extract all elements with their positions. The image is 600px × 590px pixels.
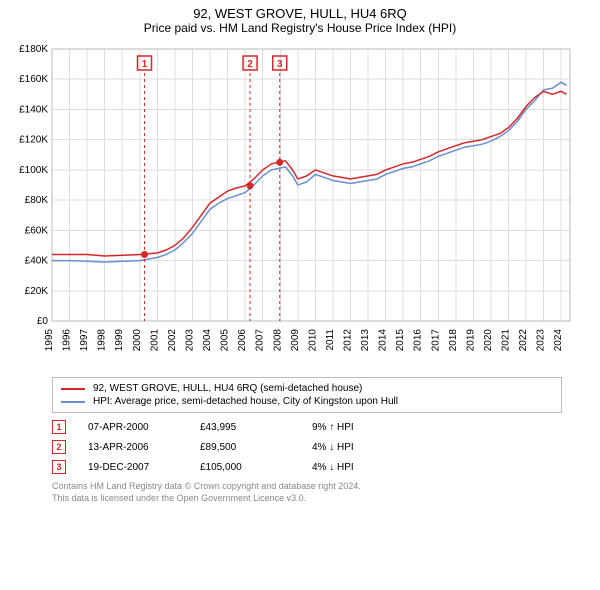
svg-text:1996: 1996 bbox=[62, 329, 73, 352]
svg-text:£120K: £120K bbox=[19, 135, 48, 146]
svg-text:2006: 2006 bbox=[237, 329, 248, 352]
svg-text:2007: 2007 bbox=[255, 329, 266, 352]
event-dot-2 bbox=[247, 182, 254, 189]
event-dot-3 bbox=[276, 159, 283, 166]
event-price: £89,500 bbox=[200, 442, 290, 453]
legend-swatch bbox=[61, 388, 85, 390]
chart-plot: £0 £20K £40K £60K £80K £100K £120K £140K £160K £1… bbox=[10, 41, 590, 371]
event-marker-num-3: 3 bbox=[277, 59, 283, 70]
svg-text:1997: 1997 bbox=[79, 329, 90, 352]
svg-text:2004: 2004 bbox=[202, 329, 213, 352]
event-price: £105,000 bbox=[200, 462, 290, 473]
legend: 92, WEST GROVE, HULL, HU4 6RQ (semi-deta… bbox=[52, 377, 562, 413]
event-delta: 9% ↑ HPI bbox=[312, 422, 354, 433]
event-row-marker: 1 bbox=[52, 420, 66, 434]
svg-text:2022: 2022 bbox=[518, 329, 529, 352]
svg-text:2001: 2001 bbox=[149, 329, 160, 352]
svg-text:2005: 2005 bbox=[220, 329, 231, 352]
event-delta: 4% ↓ HPI bbox=[312, 442, 354, 453]
svg-text:2011: 2011 bbox=[325, 329, 336, 351]
event-row-marker: 2 bbox=[52, 440, 66, 454]
chart-svg: £0 £20K £40K £60K £80K £100K £120K £140K £160K £1… bbox=[10, 41, 590, 371]
svg-text:£80K: £80K bbox=[25, 195, 49, 206]
svg-text:2010: 2010 bbox=[307, 329, 318, 352]
svg-text:2003: 2003 bbox=[184, 329, 195, 352]
svg-text:2013: 2013 bbox=[360, 329, 371, 352]
svg-text:2015: 2015 bbox=[395, 329, 406, 352]
event-marker-num-2: 2 bbox=[247, 59, 253, 70]
legend-swatch bbox=[61, 401, 85, 403]
chart-container: 92, WEST GROVE, HULL, HU4 6RQ Price paid… bbox=[0, 0, 600, 514]
chart-subtitle: Price paid vs. HM Land Registry's House … bbox=[10, 21, 590, 35]
svg-text:£20K: £20K bbox=[25, 286, 49, 297]
footer-attribution: Contains HM Land Registry data © Crown c… bbox=[52, 481, 562, 504]
chart-title: 92, WEST GROVE, HULL, HU4 6RQ bbox=[10, 6, 590, 21]
svg-text:2009: 2009 bbox=[290, 329, 301, 352]
svg-text:1998: 1998 bbox=[97, 329, 108, 352]
svg-text:2021: 2021 bbox=[501, 329, 512, 352]
event-row-3: 3 19-DEC-2007 £105,000 4% ↓ HPI bbox=[52, 457, 562, 477]
svg-text:2016: 2016 bbox=[413, 329, 424, 352]
event-dot-1 bbox=[141, 251, 148, 258]
svg-text:2002: 2002 bbox=[167, 329, 178, 352]
event-delta: 4% ↓ HPI bbox=[312, 462, 354, 473]
event-price: £43,995 bbox=[200, 422, 290, 433]
footer-line-2: This data is licensed under the Open Gov… bbox=[52, 493, 562, 505]
svg-text:2012: 2012 bbox=[343, 329, 354, 352]
svg-text:£0: £0 bbox=[37, 316, 49, 327]
legend-label: HPI: Average price, semi-detached house,… bbox=[93, 396, 398, 407]
event-row-1: 1 07-APR-2000 £43,995 9% ↑ HPI bbox=[52, 417, 562, 437]
svg-text:1999: 1999 bbox=[114, 329, 125, 352]
svg-text:2000: 2000 bbox=[132, 329, 143, 352]
svg-text:2014: 2014 bbox=[378, 329, 389, 352]
legend-row-1: HPI: Average price, semi-detached house,… bbox=[61, 395, 553, 408]
event-marker-num-1: 1 bbox=[142, 59, 148, 70]
svg-text:2008: 2008 bbox=[272, 329, 283, 352]
svg-text:£180K: £180K bbox=[19, 44, 48, 55]
svg-text:£40K: £40K bbox=[25, 256, 49, 267]
event-row-marker: 3 bbox=[52, 460, 66, 474]
event-date: 13-APR-2006 bbox=[88, 442, 178, 453]
legend-label: 92, WEST GROVE, HULL, HU4 6RQ (semi-deta… bbox=[93, 383, 362, 394]
svg-text:2019: 2019 bbox=[465, 329, 476, 352]
svg-text:£100K: £100K bbox=[19, 165, 48, 176]
series-property bbox=[52, 91, 567, 256]
svg-text:£160K: £160K bbox=[19, 74, 48, 85]
svg-text:2023: 2023 bbox=[536, 329, 547, 352]
event-date: 19-DEC-2007 bbox=[88, 462, 178, 473]
svg-text:1995: 1995 bbox=[44, 329, 55, 352]
footer-line-1: Contains HM Land Registry data © Crown c… bbox=[52, 481, 562, 493]
svg-text:2024: 2024 bbox=[553, 329, 564, 352]
svg-text:2017: 2017 bbox=[430, 329, 441, 352]
event-row-2: 2 13-APR-2006 £89,500 4% ↓ HPI bbox=[52, 437, 562, 457]
svg-text:2020: 2020 bbox=[483, 329, 494, 352]
legend-row-0: 92, WEST GROVE, HULL, HU4 6RQ (semi-deta… bbox=[61, 382, 553, 395]
event-date: 07-APR-2000 bbox=[88, 422, 178, 433]
svg-text:£60K: £60K bbox=[25, 225, 49, 236]
svg-text:2018: 2018 bbox=[448, 329, 459, 352]
svg-text:£140K: £140K bbox=[19, 104, 48, 115]
events-table: 1 07-APR-2000 £43,995 9% ↑ HPI 2 13-APR-2006 £… bbox=[52, 417, 562, 477]
